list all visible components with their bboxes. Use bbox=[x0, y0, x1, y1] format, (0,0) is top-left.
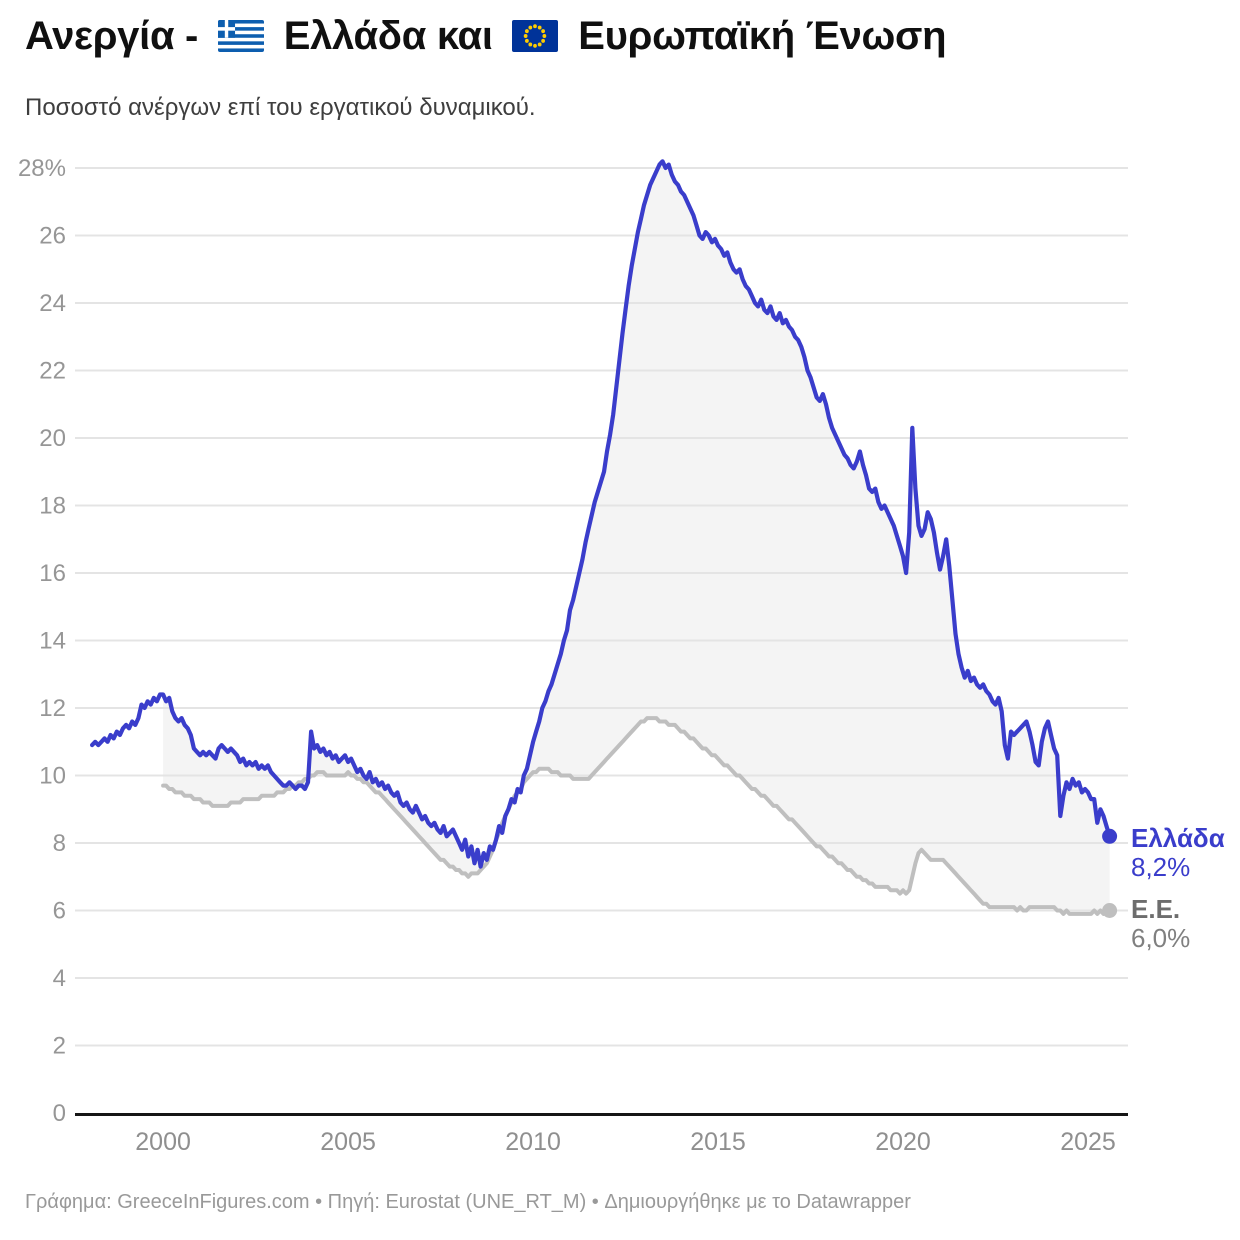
y-axis-tick-label: 2 bbox=[53, 1033, 66, 1060]
y-axis-tick-label: 28% bbox=[18, 155, 66, 182]
page-title: Ανεργία - Ελλάδα και Ευρωπαϊκή Ένωση bbox=[25, 14, 947, 59]
title-text-3: Ευρωπαϊκή Ένωση bbox=[578, 14, 947, 58]
y-axis-tick-label: 18 bbox=[39, 493, 66, 520]
chart-subtitle: Ποσοστό ανέργων επί του εργατικού δυναμι… bbox=[25, 94, 536, 121]
y-axis-tick-label: 26 bbox=[39, 223, 66, 250]
y-axis-tick-label: 0 bbox=[53, 1100, 66, 1127]
x-axis-tick-label: 2010 bbox=[505, 1128, 561, 1156]
y-axis-tick-label: 10 bbox=[39, 763, 66, 790]
y-axis-tick-label: 24 bbox=[39, 290, 66, 317]
greece-series-label: Ελλάδα 8,2% bbox=[1131, 824, 1225, 882]
eu-series-value: 6,0% bbox=[1131, 923, 1191, 953]
x-axis-tick-label: 2005 bbox=[320, 1128, 376, 1156]
attribution-footer: Γράφημα: GreeceInFigures.com • Πηγή: Eur… bbox=[25, 1191, 911, 1213]
eu-end-dot bbox=[1102, 903, 1118, 918]
title-text-1: Ανεργία - bbox=[25, 14, 199, 58]
y-axis-tick-label: 12 bbox=[39, 695, 66, 722]
eu-series-label: Ε.Ε. 6,0% bbox=[1131, 895, 1190, 953]
y-axis-tick-label: 22 bbox=[39, 358, 66, 385]
y-axis-tick-label: 4 bbox=[53, 965, 66, 992]
greece-series-name: Ελλάδα bbox=[1131, 823, 1225, 853]
y-axis-tick-label: 14 bbox=[39, 628, 66, 655]
x-axis-tick-label: 2015 bbox=[690, 1128, 746, 1156]
greece-series-value: 8,2% bbox=[1131, 852, 1191, 882]
greece-line bbox=[89, 159, 1112, 869]
fill-between-series bbox=[163, 161, 1110, 914]
eu-flag-icon bbox=[512, 20, 559, 52]
y-axis-tick-label: 20 bbox=[39, 425, 66, 452]
y-axis-tick-label: 8 bbox=[53, 830, 66, 857]
x-axis-tick-label: 2000 bbox=[135, 1128, 191, 1156]
greece-end-dot bbox=[1102, 828, 1118, 844]
y-axis-tick-label: 16 bbox=[39, 560, 66, 587]
title-text-2: Ελλάδα και bbox=[283, 14, 493, 58]
greece-flag-icon bbox=[217, 20, 264, 52]
x-axis-tick-label: 2025 bbox=[1060, 1128, 1116, 1156]
x-axis-tick-label: 2020 bbox=[875, 1128, 931, 1156]
y-axis-tick-label: 6 bbox=[53, 898, 66, 925]
eu-series-name: Ε.Ε. bbox=[1131, 894, 1181, 924]
eu-line bbox=[161, 716, 1112, 916]
